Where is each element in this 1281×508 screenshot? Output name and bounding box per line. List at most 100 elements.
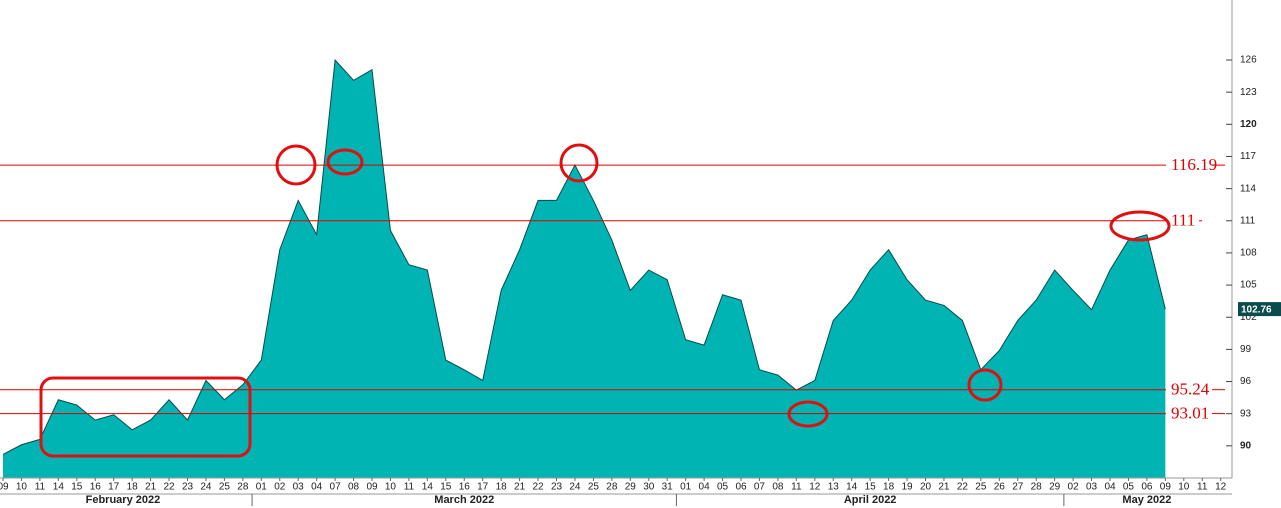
x-tick-label: 09: [1160, 482, 1172, 493]
plot-area: [2, 58, 1166, 478]
y-tick-label: 99: [1240, 344, 1252, 355]
x-tick-label: 14: [53, 482, 65, 493]
y-tick-label: 90: [1240, 440, 1252, 451]
price-line: [2, 58, 1166, 455]
highlight-circle: [326, 148, 364, 176]
x-tick-label: 14: [422, 482, 434, 493]
x-tick-label: 11: [35, 482, 46, 493]
y-tick-label: 111: [1240, 215, 1256, 226]
level-label: 116.19: [1171, 155, 1217, 174]
y-tick-label: 108: [1240, 248, 1257, 259]
x-tick-label: 12: [809, 482, 821, 493]
x-tick-label: 21: [145, 482, 157, 493]
level-label: 95.24: [1171, 380, 1210, 399]
x-tick-label: 11: [791, 482, 802, 493]
y-tick-label: 105: [1240, 280, 1257, 291]
x-tick-label: 03: [1086, 482, 1098, 493]
x-tick-label: 22: [957, 482, 969, 493]
x-tick-label: 08: [348, 482, 360, 493]
price-area: [3, 60, 1166, 478]
x-tick-label: 01: [256, 482, 268, 493]
x-tick-label: 24: [569, 482, 581, 493]
x-tick-label: 25: [975, 482, 987, 493]
highlight-circle: [967, 368, 1003, 402]
x-tick-label: 21: [514, 482, 526, 493]
x-tick-label: 01: [680, 482, 692, 493]
x-tick-label: 29: [1049, 482, 1061, 493]
x-tick-label: 22: [163, 482, 175, 493]
y-tick-label: 123: [1240, 87, 1257, 98]
y-tick-label: 96: [1240, 376, 1252, 387]
x-tick-label: 17: [477, 482, 489, 493]
highlights: [39, 143, 1171, 458]
x-tick-label: 24: [200, 482, 212, 493]
x-tick-label: 29: [625, 482, 637, 493]
x-tick-label: 16: [459, 482, 471, 493]
x-tick-label: 25: [219, 482, 231, 493]
x-tick-label: 22: [532, 482, 544, 493]
x-tick-label: 12: [1215, 482, 1227, 493]
x-tick-label: 26: [994, 482, 1006, 493]
y-tick-label: 126: [1240, 55, 1257, 66]
x-tick-label: 04: [311, 482, 323, 493]
x-tick-label: 20: [920, 482, 932, 493]
x-tick-label: 28: [237, 482, 249, 493]
x-tick-label: 07: [330, 482, 342, 493]
x-tick-label: 18: [883, 482, 895, 493]
x-tick-label: 06: [1141, 482, 1153, 493]
highlight-box: [39, 376, 252, 458]
y-tick-label: 102: [1240, 312, 1257, 323]
x-tick-label: 25: [588, 482, 600, 493]
x-tick-label: 09: [0, 482, 9, 493]
x-tick-label: 11: [1197, 482, 1208, 493]
x-tick-label: 02: [274, 482, 286, 493]
x-tick-label: 27: [1012, 482, 1024, 493]
month-label: May 2022: [1122, 494, 1171, 506]
last-value-box: [1238, 302, 1281, 317]
x-tick-label: 05: [717, 482, 729, 493]
x-tick-label: 31: [662, 482, 674, 493]
x-tick-label: 15: [71, 482, 83, 493]
x-tick-label: 16: [90, 482, 102, 493]
x-tick-label: 19: [901, 482, 913, 493]
highlight-circle: [559, 143, 599, 183]
x-tick-label: 10: [385, 482, 397, 493]
x-tick-label: 02: [1068, 482, 1080, 493]
x-tick-label: 06: [735, 482, 747, 493]
level-label: 111: [1171, 211, 1195, 230]
x-tick-label: 30: [643, 482, 655, 493]
x-tick-label: 14: [846, 482, 858, 493]
x-tick-label: 07: [754, 482, 766, 493]
x-tick-label: 18: [127, 482, 139, 493]
month-label: April 2022: [844, 494, 897, 506]
x-tick-label: 21: [938, 482, 950, 493]
x-tick-label: 15: [865, 482, 877, 493]
month-label: March 2022: [434, 494, 494, 506]
x-tick-label: 10: [16, 482, 28, 493]
x-tick-label: 03: [293, 482, 305, 493]
x-tick-label: 05: [1123, 482, 1135, 493]
x-tick-label: 23: [182, 482, 194, 493]
x-tick-label: 28: [1031, 482, 1043, 493]
x-tick-label: 28: [606, 482, 618, 493]
y-tick-label: 120: [1240, 119, 1257, 130]
level-label: 93.01: [1171, 403, 1209, 422]
y-tick-label: 93: [1240, 408, 1252, 419]
x-tick-label: 08: [772, 482, 784, 493]
x-tick-label: 23: [551, 482, 563, 493]
y-tick-label: 114: [1240, 183, 1256, 194]
x-tick-label: 11: [404, 482, 415, 493]
x-tick-label: 04: [1104, 482, 1116, 493]
x-tick-label: 04: [699, 482, 711, 493]
last-value-label: 102.76: [1241, 305, 1272, 316]
x-tick-label: 15: [440, 482, 452, 493]
highlight-circle: [1109, 210, 1171, 242]
x-tick-label: 13: [828, 482, 840, 493]
y-tick-label: 117: [1240, 151, 1256, 162]
month-label: February 2022: [86, 494, 161, 506]
x-tick-label: 18: [496, 482, 508, 493]
x-axis-band: [0, 478, 1281, 508]
x-tick-label: 09: [366, 482, 378, 493]
x-tick-label: 10: [1178, 482, 1190, 493]
